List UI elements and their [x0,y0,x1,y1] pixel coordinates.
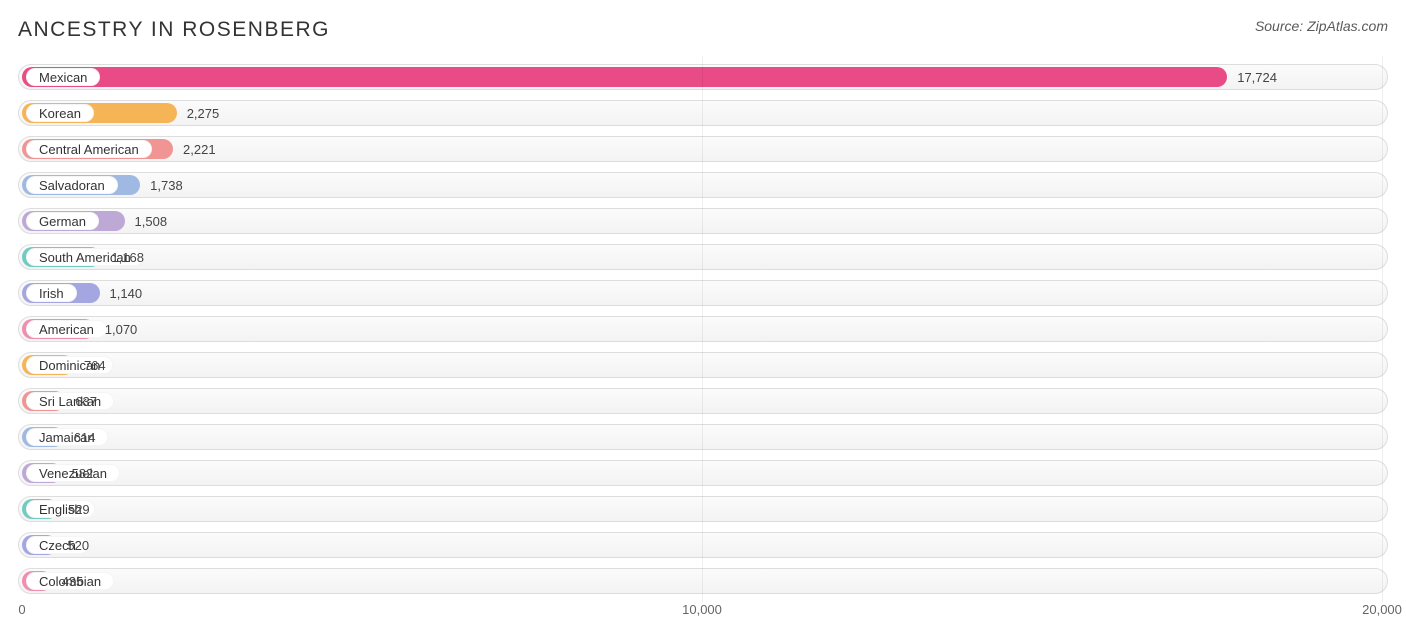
bar-row: Venezuelan582 [18,458,1388,488]
bar-row: Sri Lankan637 [18,386,1388,416]
bar-row: South American1,168 [18,242,1388,272]
bar-track [18,208,1388,234]
bar-track [18,316,1388,342]
bar-label-pill: German [26,212,99,230]
bar-value: 1,070 [95,314,138,344]
bar-track [18,424,1388,450]
bar-row: Salvadoran 1,738 [18,170,1388,200]
bar-label-pill: Salvadoran [26,176,118,194]
gridline [702,56,703,602]
bar-value: 2,221 [173,134,216,164]
bar-track [18,568,1388,594]
chart-title: ANCESTRY IN ROSENBERG [18,18,330,42]
bar-value: 582 [62,458,94,488]
bar-value: 1,738 [140,170,183,200]
bar-value: 520 [57,530,89,560]
bar-row: English529 [18,494,1388,524]
bar [22,67,1227,87]
bar-track [18,244,1388,270]
bar-track [18,100,1388,126]
bar-label-pill: Korean [26,104,94,122]
bar-row: Korean 2,275 [18,98,1388,128]
bar-value: 435 [52,566,84,596]
bar-value: 764 [74,350,106,380]
bar-row: Jamaican614 [18,422,1388,452]
bar-track [18,352,1388,378]
bar-row: German 1,508 [18,206,1388,236]
axis-tick: 20,000 [1362,602,1402,617]
bar-value: 17,724 [1227,62,1277,92]
bar-row: Czech520 [18,530,1388,560]
bar-track [18,496,1388,522]
bar-label-pill: Irish [26,284,77,302]
bar-value: 1,140 [100,278,143,308]
bar-label-pill: Mexican [26,68,100,86]
bar-value: 529 [58,494,90,524]
bar-track [18,460,1388,486]
bar-value: 1,168 [101,242,144,272]
bar-track [18,280,1388,306]
x-axis: 010,00020,000 [18,602,1388,626]
chart-area: Mexican 17,724 Korean 2,275 Central American… [18,62,1388,596]
bar-row: Irish 1,140 [18,278,1388,308]
bar-row: American1,070 [18,314,1388,344]
bar-row: Mexican 17,724 [18,62,1388,92]
chart-header: ANCESTRY IN ROSENBERG Source: ZipAtlas.c… [18,18,1388,42]
bar-value: 614 [64,422,96,452]
bar-value: 2,275 [177,98,220,128]
bar-track [18,136,1388,162]
bar-value: 1,508 [125,206,168,236]
bar-value: 637 [65,386,97,416]
axis-tick: 0 [18,602,25,617]
bar-row: Dominican764 [18,350,1388,380]
bar-row: Colombian435 [18,566,1388,596]
axis-tick: 10,000 [682,602,722,617]
gridline [1382,56,1383,602]
bar-row: Central American 2,221 [18,134,1388,164]
bar-track [18,388,1388,414]
bar-track [18,532,1388,558]
bar-track [18,172,1388,198]
chart-source: Source: ZipAtlas.com [1255,18,1388,34]
bar-label-pill: Central American [26,140,152,158]
